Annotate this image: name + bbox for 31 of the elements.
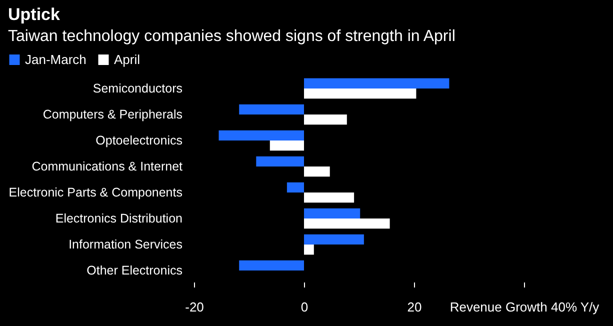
bar	[304, 166, 330, 177]
bar	[286, 182, 304, 193]
bar	[304, 88, 416, 99]
y-tick-label: Electronics Distribution	[55, 212, 183, 226]
x-tick-label: 0	[300, 300, 308, 314]
bar	[304, 218, 390, 229]
y-tick-label: Semiconductors	[92, 81, 182, 96]
y-tick-label: Electronic Parts & Components	[8, 186, 182, 200]
y-tick-label: Computers & Peripherals	[42, 107, 182, 122]
bar	[304, 208, 360, 219]
bar	[239, 260, 304, 271]
text: Uptick	[8, 5, 60, 24]
chart-subtitle: Taiwan technology companies showed signs of strength in April	[8, 28, 456, 45]
y-tick-label: Optoelectronics	[96, 133, 182, 148]
bar	[270, 140, 304, 151]
legend-label: April	[114, 52, 140, 67]
x-tick-label: Revenue Growth 40% Y/y	[450, 300, 600, 314]
bar	[304, 234, 364, 245]
legend-label: Jan-March	[25, 52, 86, 67]
bar	[304, 78, 450, 88]
x-tick-label: 20	[407, 300, 422, 314]
bar	[218, 130, 304, 140]
bar	[256, 156, 304, 166]
x-tick-label: -20	[185, 300, 204, 314]
y-tick-label: Information Services	[68, 238, 182, 252]
y-tick-label: Communications & Internet	[32, 159, 184, 174]
bar	[304, 114, 347, 125]
bar	[304, 192, 354, 203]
bar	[304, 244, 314, 255]
bar	[239, 104, 304, 114]
y-tick-label: Other Electronics	[86, 264, 182, 278]
